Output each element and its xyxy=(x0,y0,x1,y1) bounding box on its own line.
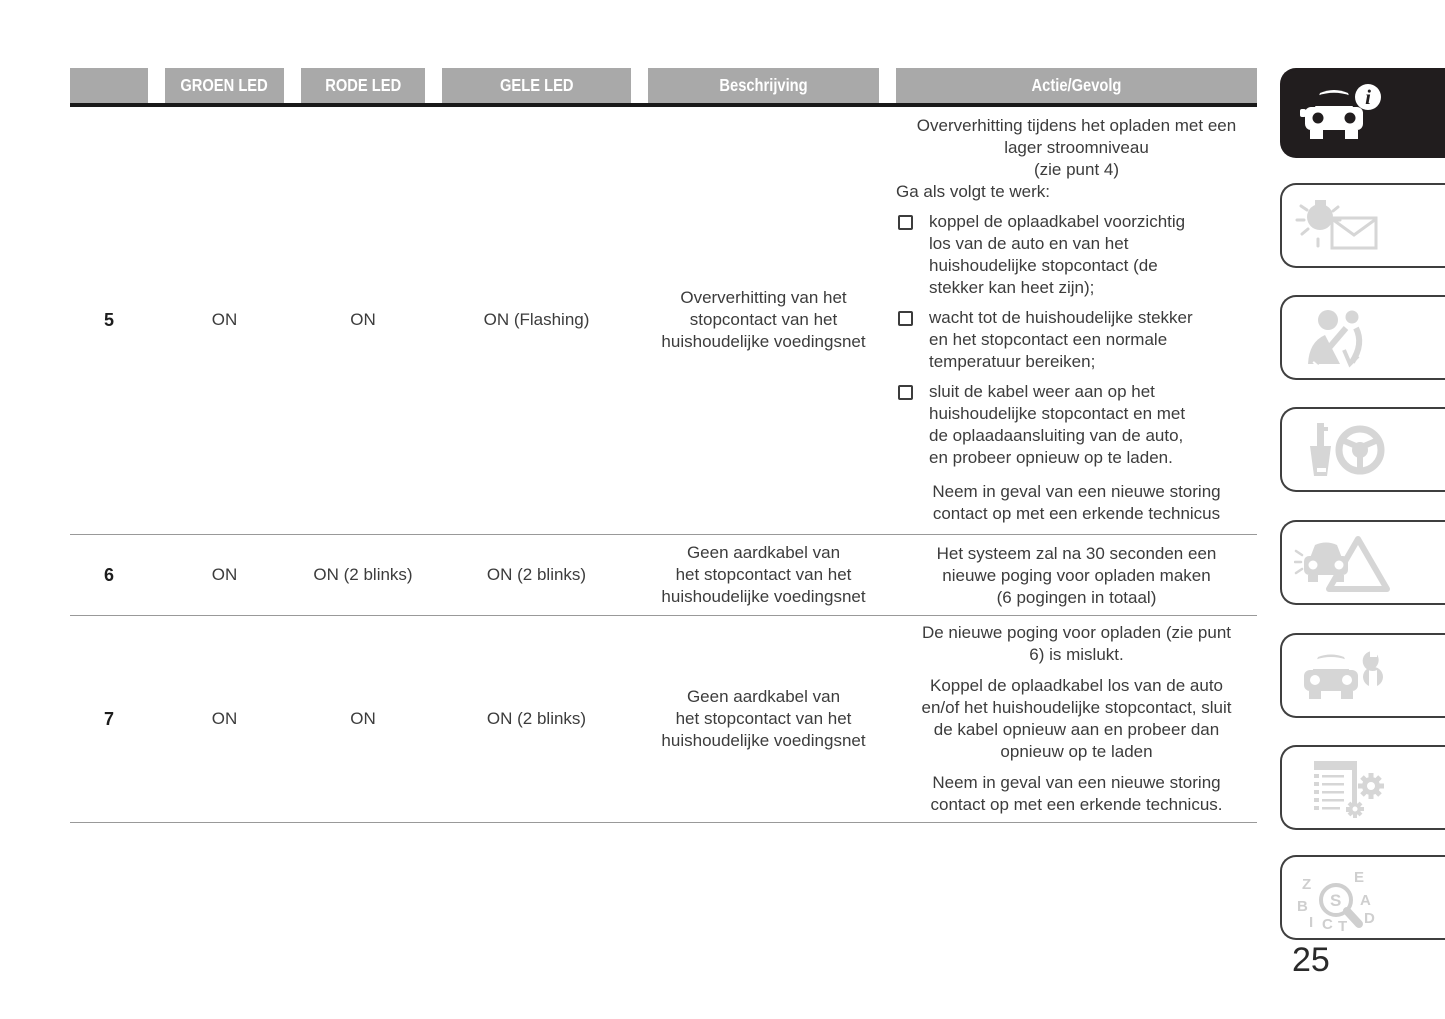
header-divider xyxy=(70,103,1257,107)
svg-text:i: i xyxy=(1365,85,1371,109)
actie-paragraph: De nieuwe poging voor opladen (zie punt … xyxy=(921,622,1232,664)
svg-text:E: E xyxy=(1354,869,1364,886)
actie-gevolg-cell: Oververhitting tijdens het opladen met e… xyxy=(896,107,1257,534)
sidebar-tab-index[interactable]: Z E B A I C T D S xyxy=(1280,855,1445,940)
sidebar-tab-starting-driving[interactable] xyxy=(1280,407,1445,492)
sidebar-tab-safety[interactable] xyxy=(1280,295,1445,380)
svg-text:C: C xyxy=(1322,916,1333,931)
sidebar-tab-warning-lights[interactable] xyxy=(1280,183,1445,268)
car-info-icon: i xyxy=(1294,80,1394,146)
gele-led-status: ON (2 blinks) xyxy=(486,708,587,728)
sidebar-tab-emergency[interactable] xyxy=(1280,520,1445,605)
sidebar-tab-car-info[interactable]: i xyxy=(1280,68,1445,158)
row-number: 6 xyxy=(103,564,114,585)
list-item: koppel de oplaadkabel voorzichtig los va… xyxy=(896,211,1257,299)
list-item: wacht tot de huishoudelijke stekker en h… xyxy=(896,307,1257,373)
actie-intro: Het systeem zal na 30 seconden een nieuw… xyxy=(936,543,1217,585)
car-wrench-icon xyxy=(1294,644,1394,708)
alphabetical-index-icon: Z E B A I C T D S xyxy=(1294,865,1394,931)
header-cell-groen-led: GROEN LED xyxy=(165,68,284,103)
step-text: koppel de oplaadkabel voorzichtig los va… xyxy=(929,211,1186,297)
actie-paragraph: Koppel de oplaadkabel los van de auto en… xyxy=(921,675,1232,761)
rode-led-status: ON xyxy=(350,310,376,329)
row-number: 5 xyxy=(103,310,114,330)
rode-led-status: ON xyxy=(350,708,376,728)
table-row: 6 ON ON (2 blinks) ON (2 blinks) Geen aa… xyxy=(70,535,1257,616)
warning-light-message-icon xyxy=(1294,194,1394,258)
header-cell-gele-led: GELE LED xyxy=(442,68,631,103)
svg-text:S: S xyxy=(1330,891,1341,910)
led-status-table: GROEN LED RODE LED GELE LED Beschrijving… xyxy=(70,68,1257,823)
sidebar-tab-servicing[interactable] xyxy=(1280,633,1445,718)
table-row: 5 ON ON ON (Flashing) Oververhitting van… xyxy=(70,107,1257,535)
groen-led-status: ON xyxy=(211,564,238,584)
key-steering-wheel-icon xyxy=(1294,418,1394,482)
list-item: sluit de kabel weer aan op het huishoude… xyxy=(896,381,1257,469)
car-warning-triangle-icon xyxy=(1294,531,1394,595)
checkbox-bullet-icon xyxy=(898,214,913,230)
table-row: 7 ON ON ON (2 blinks) Geen aardkabel van… xyxy=(70,616,1257,823)
svg-text:D: D xyxy=(1364,910,1375,927)
header-cell-beschrijving: Beschrijving xyxy=(648,68,879,103)
actie-step-list: koppel de oplaadkabel voorzichtig los va… xyxy=(896,211,1257,469)
beschrijving-text: Oververhitting van het stopcontact van h… xyxy=(661,288,866,351)
svg-text:Z: Z xyxy=(1302,876,1311,893)
svg-text:A: A xyxy=(1360,892,1371,909)
svg-text:T: T xyxy=(1338,918,1347,931)
actie-gevolg-cell: Het systeem zal na 30 seconden een nieuw… xyxy=(896,535,1257,615)
page-number: 25 xyxy=(1292,941,1330,979)
header-cell-actie-gevolg: Actie/Gevolg xyxy=(896,68,1257,103)
sidebar-tab-technical-data[interactable] xyxy=(1280,745,1445,830)
actie-lead: Ga als volgt te werk: xyxy=(896,181,1051,201)
list-gears-icon xyxy=(1294,756,1394,820)
svg-text:B: B xyxy=(1297,898,1308,915)
checkbox-bullet-icon xyxy=(898,384,913,400)
actie-reference: (6 pogingen in totaal) xyxy=(996,587,1157,607)
actie-paragraph: Neem in geval van een nieuwe storing con… xyxy=(930,772,1223,814)
svg-text:I: I xyxy=(1309,914,1313,931)
gele-led-status: ON (Flashing) xyxy=(483,310,590,329)
actie-intro: Oververhitting tijdens het opladen met e… xyxy=(916,115,1237,157)
step-text: sluit de kabel weer aan op het huishoude… xyxy=(929,381,1186,467)
gele-led-status: ON (2 blinks) xyxy=(486,564,587,584)
table-header-row: GROEN LED RODE LED GELE LED Beschrijving… xyxy=(70,68,1257,103)
header-cell-number xyxy=(70,68,148,103)
seatbelt-airbag-icon xyxy=(1294,306,1394,370)
header-cell-rode-led: RODE LED xyxy=(301,68,425,103)
beschrijving-text: Geen aardkabel van het stopcontact van h… xyxy=(661,686,866,750)
actie-reference: (zie punt 4) xyxy=(1033,159,1120,179)
row-number: 7 xyxy=(103,708,114,729)
rode-led-status: ON (2 blinks) xyxy=(313,564,413,584)
beschrijving-text: Geen aardkabel van het stopcontact van h… xyxy=(661,542,866,606)
checkbox-bullet-icon xyxy=(898,310,913,326)
actie-note: Neem in geval van een nieuwe storing con… xyxy=(932,481,1221,523)
groen-led-status: ON xyxy=(211,310,238,329)
step-text: wacht tot de huishoudelijke stekker en h… xyxy=(929,307,1193,371)
groen-led-status: ON xyxy=(211,708,238,728)
actie-gevolg-cell: De nieuwe poging voor opladen (zie punt … xyxy=(896,616,1257,822)
